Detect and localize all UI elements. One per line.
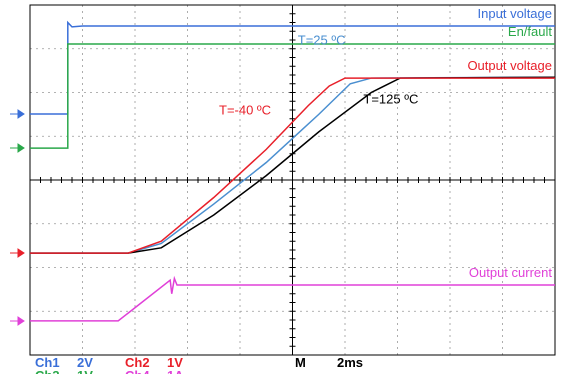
annotation: T=-40 ºC <box>219 102 271 117</box>
channel-scale: 1V <box>167 355 183 370</box>
annotation: T=125 ºC <box>363 91 418 106</box>
trace <box>30 20 555 115</box>
annotation: T=25 ºC <box>298 32 346 47</box>
ch3-marker <box>10 143 25 153</box>
ch1-marker <box>10 109 25 119</box>
ch4-marker <box>10 316 25 326</box>
channel-name: Ch4 <box>125 368 150 374</box>
channel-scale: 2ms <box>337 355 363 370</box>
channel-name: M <box>295 355 306 370</box>
trace <box>30 76 556 254</box>
channel-name: Ch3 <box>35 368 60 374</box>
channel-scale: 1V <box>77 368 93 374</box>
trace-label: Output current <box>469 265 552 280</box>
plot-frame <box>29 4 556 356</box>
channel-name: Ch2 <box>125 355 150 370</box>
channel-name: Ch1 <box>35 355 60 370</box>
trace-label: Input voltage <box>478 6 552 21</box>
channel-scale: 2V <box>77 355 93 370</box>
channel-scale: 1A <box>167 368 184 374</box>
trace <box>30 275 555 322</box>
trace <box>30 77 555 254</box>
ch2-marker <box>10 248 25 258</box>
trace-label: En/fault <box>508 24 552 39</box>
trace-label: Output voltage <box>467 58 552 73</box>
trace <box>30 43 555 149</box>
